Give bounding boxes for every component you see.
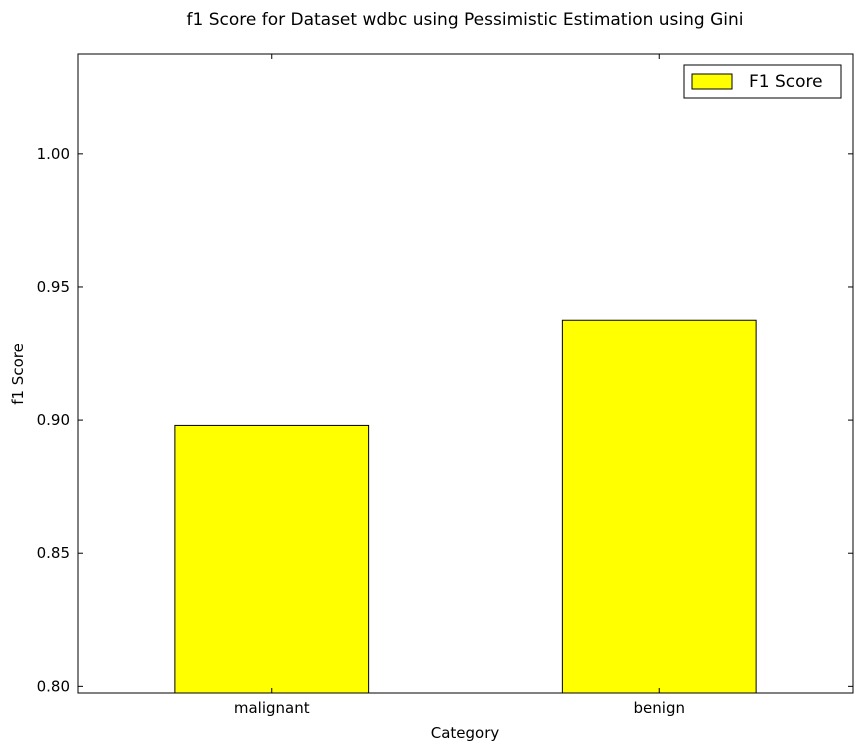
y-tick-label: 0.90	[37, 411, 70, 429]
y-tick-label: 0.80	[37, 677, 70, 695]
legend-swatch	[691, 73, 733, 90]
x-tick-label-malignant: malignant	[234, 699, 310, 717]
bars-group	[174, 319, 757, 694]
x-axis: malignant benign	[234, 54, 685, 717]
legend-label: F1 Score	[749, 72, 823, 92]
plot-frame	[77, 53, 854, 694]
y-tick-label: 0.95	[37, 278, 70, 296]
x-axis-label: Category	[431, 724, 500, 742]
y-tick-label: 0.85	[37, 544, 70, 562]
y-tick-label: 1.00	[37, 145, 70, 163]
bar-malignant	[174, 424, 370, 694]
y-axis-label: f1 Score	[9, 343, 27, 405]
y-axis: 0.80 0.85 0.90 0.95 1.00	[37, 145, 853, 695]
chart-title: f1 Score for Dataset wdbc using Pessimis…	[186, 10, 743, 30]
x-tick-label-benign: benign	[634, 699, 685, 717]
legend: F1 Score	[683, 64, 842, 99]
bar-benign	[561, 319, 757, 694]
